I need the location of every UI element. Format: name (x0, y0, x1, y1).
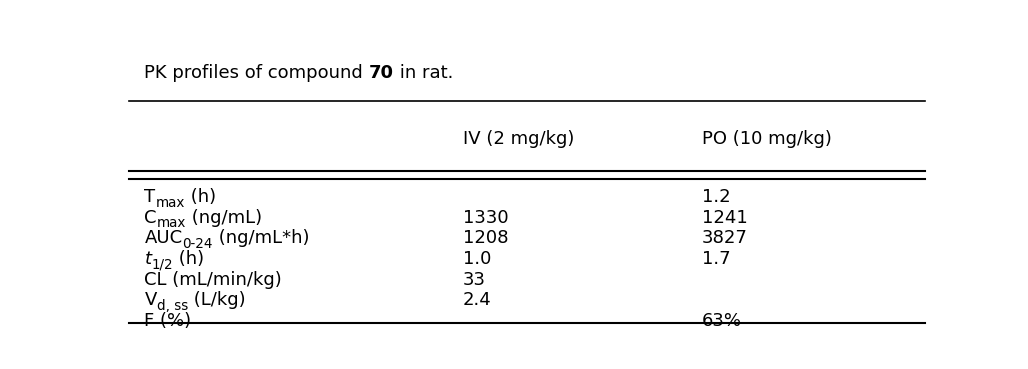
Text: F (%): F (%) (144, 312, 191, 330)
Text: T: T (144, 188, 155, 206)
Text: 63%: 63% (702, 312, 742, 330)
Text: 1.7: 1.7 (702, 250, 731, 268)
Text: IV (2 mg/kg): IV (2 mg/kg) (463, 130, 575, 148)
Text: (ng/mL*h): (ng/mL*h) (213, 229, 309, 247)
Text: (L/kg): (L/kg) (188, 292, 246, 310)
Text: 1/2: 1/2 (151, 258, 173, 272)
Text: d, ss: d, ss (157, 299, 188, 313)
Text: in rat.: in rat. (394, 64, 453, 82)
Text: 1208: 1208 (463, 229, 509, 247)
Text: PK profiles of compound: PK profiles of compound (144, 64, 369, 82)
Text: CL (mL/min/kg): CL (mL/min/kg) (144, 271, 282, 289)
Text: (h): (h) (185, 188, 216, 206)
Text: C: C (144, 208, 157, 227)
Text: max: max (155, 196, 185, 210)
Text: (ng/mL): (ng/mL) (186, 208, 262, 227)
Text: 1241: 1241 (702, 208, 748, 227)
Text: 0-24: 0-24 (183, 237, 213, 251)
Text: 70: 70 (369, 64, 394, 82)
Text: 1.2: 1.2 (702, 188, 731, 206)
Text: (h): (h) (173, 250, 205, 268)
Text: AUC: AUC (144, 229, 183, 247)
Text: PO (10 mg/kg): PO (10 mg/kg) (702, 130, 832, 148)
Text: 1330: 1330 (463, 208, 509, 227)
Text: 33: 33 (463, 271, 486, 289)
Text: 1.0: 1.0 (463, 250, 491, 268)
Text: 3827: 3827 (702, 229, 748, 247)
Text: 2.4: 2.4 (463, 292, 491, 310)
Text: max: max (157, 217, 186, 231)
Text: t: t (144, 250, 151, 268)
Text: V: V (144, 292, 157, 310)
